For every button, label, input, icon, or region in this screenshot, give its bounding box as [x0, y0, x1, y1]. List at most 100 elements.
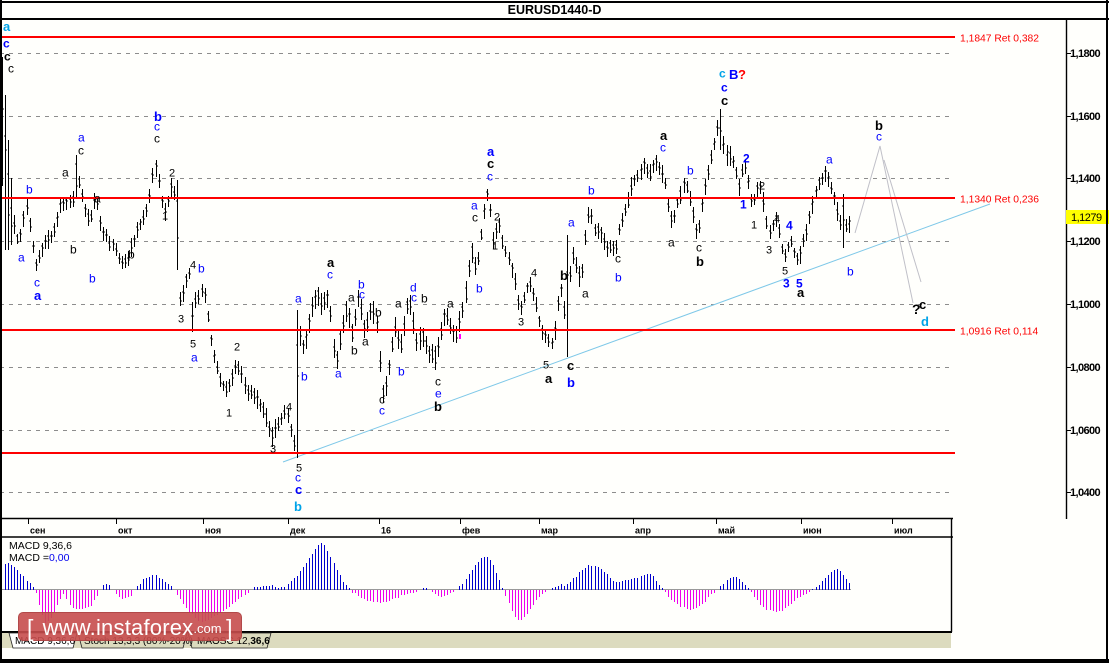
svg-text:a: a [471, 199, 478, 213]
svg-text:июл: июл [894, 526, 913, 536]
svg-text:a: a [327, 255, 335, 270]
svg-text:сен: сен [30, 526, 45, 536]
svg-text:a: a [582, 287, 589, 301]
svg-text:1,1279: 1,1279 [1071, 212, 1102, 224]
svg-text:5: 5 [782, 266, 788, 278]
svg-text:b: b [198, 261, 205, 275]
svg-text:b: b [696, 254, 704, 269]
svg-text:c: c [567, 358, 574, 373]
svg-text:1,1847 Ret 0,382: 1,1847 Ret 0,382 [960, 34, 1039, 45]
svg-text:1,0800: 1,0800 [1070, 362, 1101, 374]
svg-text:MACD =0,00: MACD =0,00 [9, 552, 70, 564]
svg-text:c: c [435, 375, 441, 389]
svg-text:c: c [154, 120, 160, 134]
svg-text:1,1200: 1,1200 [1070, 236, 1101, 248]
svg-text:a: a [18, 251, 25, 265]
svg-text:b: b [26, 182, 33, 196]
svg-text:c: c [660, 141, 666, 155]
svg-text:1,1400: 1,1400 [1070, 173, 1101, 185]
svg-text:1,1800: 1,1800 [1070, 48, 1101, 60]
svg-text:2: 2 [743, 151, 750, 165]
svg-text:b: b [687, 163, 694, 177]
svg-text:c: c [876, 130, 882, 144]
svg-text:a: a [660, 128, 668, 143]
svg-text:b: b [434, 399, 442, 414]
svg-text:c: c [411, 291, 417, 305]
svg-text:a: a [78, 131, 85, 145]
svg-text:окт: окт [118, 526, 133, 536]
svg-text:июн: июн [803, 526, 822, 536]
svg-text:2: 2 [169, 168, 175, 180]
svg-text:c: c [487, 170, 493, 184]
svg-text:1: 1 [226, 408, 232, 420]
svg-text:b: b [560, 268, 568, 283]
svg-text:c: c [154, 132, 160, 146]
svg-text:май: май [718, 526, 735, 536]
svg-text:c: c [721, 93, 728, 108]
svg-text:b: b [89, 271, 96, 285]
svg-text:3: 3 [766, 245, 772, 257]
svg-text:Stoch 13,3,3 (80%-20%): Stoch 13,3,3 (80%-20%) [84, 636, 193, 647]
svg-text:апр: апр [635, 526, 651, 536]
svg-text:e: e [435, 387, 442, 401]
svg-text:c: c [359, 288, 365, 302]
svg-text:a: a [447, 297, 454, 311]
svg-text:4: 4 [190, 260, 196, 272]
svg-text:1: 1 [740, 197, 747, 211]
svg-text:1,0916 Ret 0,114: 1,0916 Ret 0,114 [960, 327, 1039, 338]
svg-text:a: a [395, 297, 402, 311]
svg-text:1: 1 [751, 220, 757, 232]
svg-text:c: c [34, 276, 40, 290]
svg-text:1,1000: 1,1000 [1070, 299, 1101, 311]
svg-text:b: b [588, 183, 595, 197]
svg-text:2: 2 [234, 342, 240, 354]
svg-text:a: a [34, 288, 42, 303]
svg-text:a: a [62, 166, 69, 180]
svg-text:MAOSC 12,36,6: MAOSC 12,36,6 [197, 636, 270, 647]
svg-text:a: a [295, 292, 302, 306]
svg-text:1: 1 [162, 211, 168, 223]
svg-text:b: b [875, 118, 883, 133]
svg-text:c: c [696, 241, 702, 255]
svg-text:b: b [375, 305, 382, 319]
svg-text:b: b [154, 109, 162, 124]
svg-text:b: b [358, 277, 365, 291]
svg-text:4: 4 [774, 214, 780, 226]
svg-text:c: c [472, 211, 478, 225]
svg-text:b: b [615, 270, 622, 284]
svg-text:b: b [128, 247, 135, 261]
svg-text:1,0400: 1,0400 [1070, 487, 1101, 499]
svg-text:a: a [826, 153, 833, 167]
svg-text:a: a [191, 351, 198, 365]
svg-text:a: a [3, 19, 11, 34]
svg-text:d: d [921, 314, 929, 329]
svg-text:5: 5 [543, 360, 549, 372]
svg-text:4: 4 [286, 402, 292, 414]
svg-text:c: c [379, 393, 385, 407]
svg-text:ноя: ноя [205, 526, 221, 536]
svg-text:c: c [719, 67, 726, 81]
svg-text:4: 4 [786, 218, 793, 232]
svg-text:b: b [301, 369, 308, 383]
svg-text:c: c [4, 50, 11, 64]
svg-text:b: b [70, 242, 77, 256]
svg-text:1,0600: 1,0600 [1070, 425, 1101, 437]
svg-text:a: a [94, 192, 101, 206]
svg-text:3: 3 [783, 276, 790, 290]
svg-text:MACD 9,36,6: MACD 9,36,6 [15, 636, 75, 647]
svg-text:мар: мар [541, 526, 559, 536]
svg-text:c: c [379, 404, 385, 418]
svg-text:a: a [545, 371, 553, 386]
svg-text:4: 4 [531, 268, 537, 280]
svg-text:a: a [797, 285, 805, 300]
svg-text:5: 5 [296, 463, 302, 475]
svg-text:5: 5 [796, 276, 803, 290]
svg-text:c: c [615, 252, 621, 266]
svg-text:1,1600: 1,1600 [1070, 111, 1101, 123]
svg-text:c: c [8, 62, 14, 76]
svg-text:a: a [487, 144, 495, 159]
svg-text:1,1340 Ret 0,236: 1,1340 Ret 0,236 [960, 195, 1039, 206]
svg-text:c: c [295, 482, 302, 497]
svg-text:c: c [487, 156, 494, 171]
svg-text:c: c [327, 268, 333, 282]
